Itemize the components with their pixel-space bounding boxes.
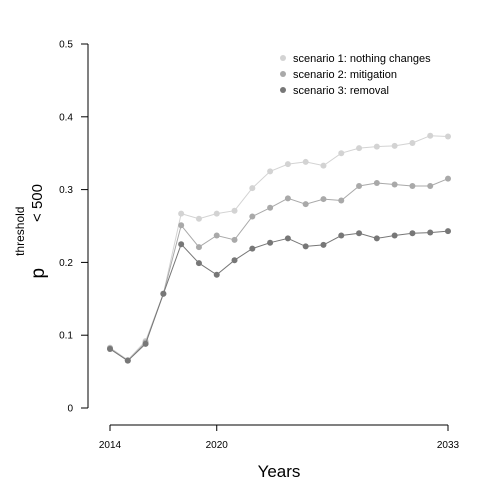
data-point: [373, 235, 380, 242]
data-point: [427, 229, 434, 236]
data-point: [391, 232, 398, 239]
data-point: [284, 235, 291, 242]
data-point: [445, 133, 451, 140]
legend-item-3: scenario 3: removal: [280, 85, 389, 97]
y-tick-label: 0.1: [59, 331, 73, 342]
data-point: [267, 168, 274, 175]
data-point: [213, 232, 220, 239]
data-point: [124, 357, 131, 364]
legend-label: scenario 1: nothing changes: [293, 53, 431, 65]
chart-axes: 0 0.1 0.2 0.3 0.4 0.5 2014 2020 2033: [59, 40, 459, 452]
x-tick-label: 2033: [437, 440, 460, 451]
legend-item-1: scenario 1: nothing changes: [280, 53, 431, 65]
data-point: [320, 196, 327, 203]
data-point: [356, 230, 363, 237]
series-line: [109, 135, 449, 361]
data-point: [213, 210, 220, 217]
data-point: [373, 143, 380, 150]
data-point: [302, 201, 309, 208]
data-point: [107, 346, 113, 353]
legend-label: scenario 3: removal: [293, 85, 389, 97]
legend-marker: [280, 55, 286, 61]
data-point: [284, 195, 291, 202]
data-point: [320, 241, 327, 248]
data-point: [302, 158, 309, 165]
data-point: [195, 244, 202, 251]
data-point: [178, 222, 185, 229]
data-point: [427, 182, 434, 189]
y-axis-title-main: p: [28, 268, 49, 279]
data-point: [249, 213, 256, 220]
data-point: [320, 162, 327, 169]
data-point: [427, 132, 434, 139]
data-point: [338, 232, 345, 239]
data-point: [338, 150, 345, 157]
data-point: [231, 236, 238, 243]
data-point: [213, 271, 220, 278]
y-tick-label: 0.5: [59, 40, 73, 51]
data-point: [178, 241, 185, 248]
y-tick-label: 0.2: [59, 258, 73, 269]
data-point: [195, 260, 202, 267]
data-point: [178, 210, 185, 217]
data-point: [195, 215, 202, 222]
data-point: [267, 204, 274, 211]
data-point: [160, 290, 167, 297]
series-line: [109, 230, 449, 362]
data-point: [142, 340, 149, 347]
y-tick-label: 0: [67, 404, 73, 415]
y-axis-title: p threshold < 500: [11, 184, 49, 279]
data-point: [373, 180, 380, 187]
x-axis-title: Years: [258, 462, 301, 480]
svg-text:p threshold < 500: p threshold < 500: [11, 184, 49, 279]
x-tick-label: 2014: [99, 440, 122, 451]
series-1: [107, 132, 451, 363]
data-point: [284, 161, 291, 168]
data-point: [445, 175, 451, 182]
data-point: [445, 228, 451, 235]
data-point: [302, 243, 309, 250]
data-point: [409, 140, 416, 147]
x-tick-label: 2020: [206, 440, 229, 451]
legend-marker: [280, 87, 286, 93]
legend-item-2: scenario 2: mitigation: [280, 69, 397, 81]
data-point: [231, 207, 238, 214]
data-point: [356, 145, 363, 152]
data-point: [249, 245, 256, 252]
series-2: [107, 175, 451, 364]
data-point: [409, 182, 416, 189]
data-point: [338, 197, 345, 204]
data-point: [249, 185, 256, 192]
series-line: [109, 178, 449, 362]
data-point: [267, 239, 274, 246]
data-point: [391, 142, 398, 149]
y-tick-label: 0.3: [59, 185, 73, 196]
legend-marker: [280, 71, 286, 77]
data-point: [409, 230, 416, 237]
data-point: [231, 257, 238, 264]
chart-series-layer: [107, 132, 451, 364]
legend-label: scenario 2: mitigation: [293, 69, 397, 81]
data-point: [391, 181, 398, 188]
series-3: [107, 228, 451, 364]
data-point: [356, 182, 363, 189]
y-tick-label: 0.4: [59, 112, 73, 123]
y-axis-title-subscript: < 500: [29, 184, 46, 222]
chart-legend: scenario 1: nothing changes scenario 2: m…: [280, 53, 431, 97]
y-axis-title-superscript: threshold: [13, 207, 27, 256]
